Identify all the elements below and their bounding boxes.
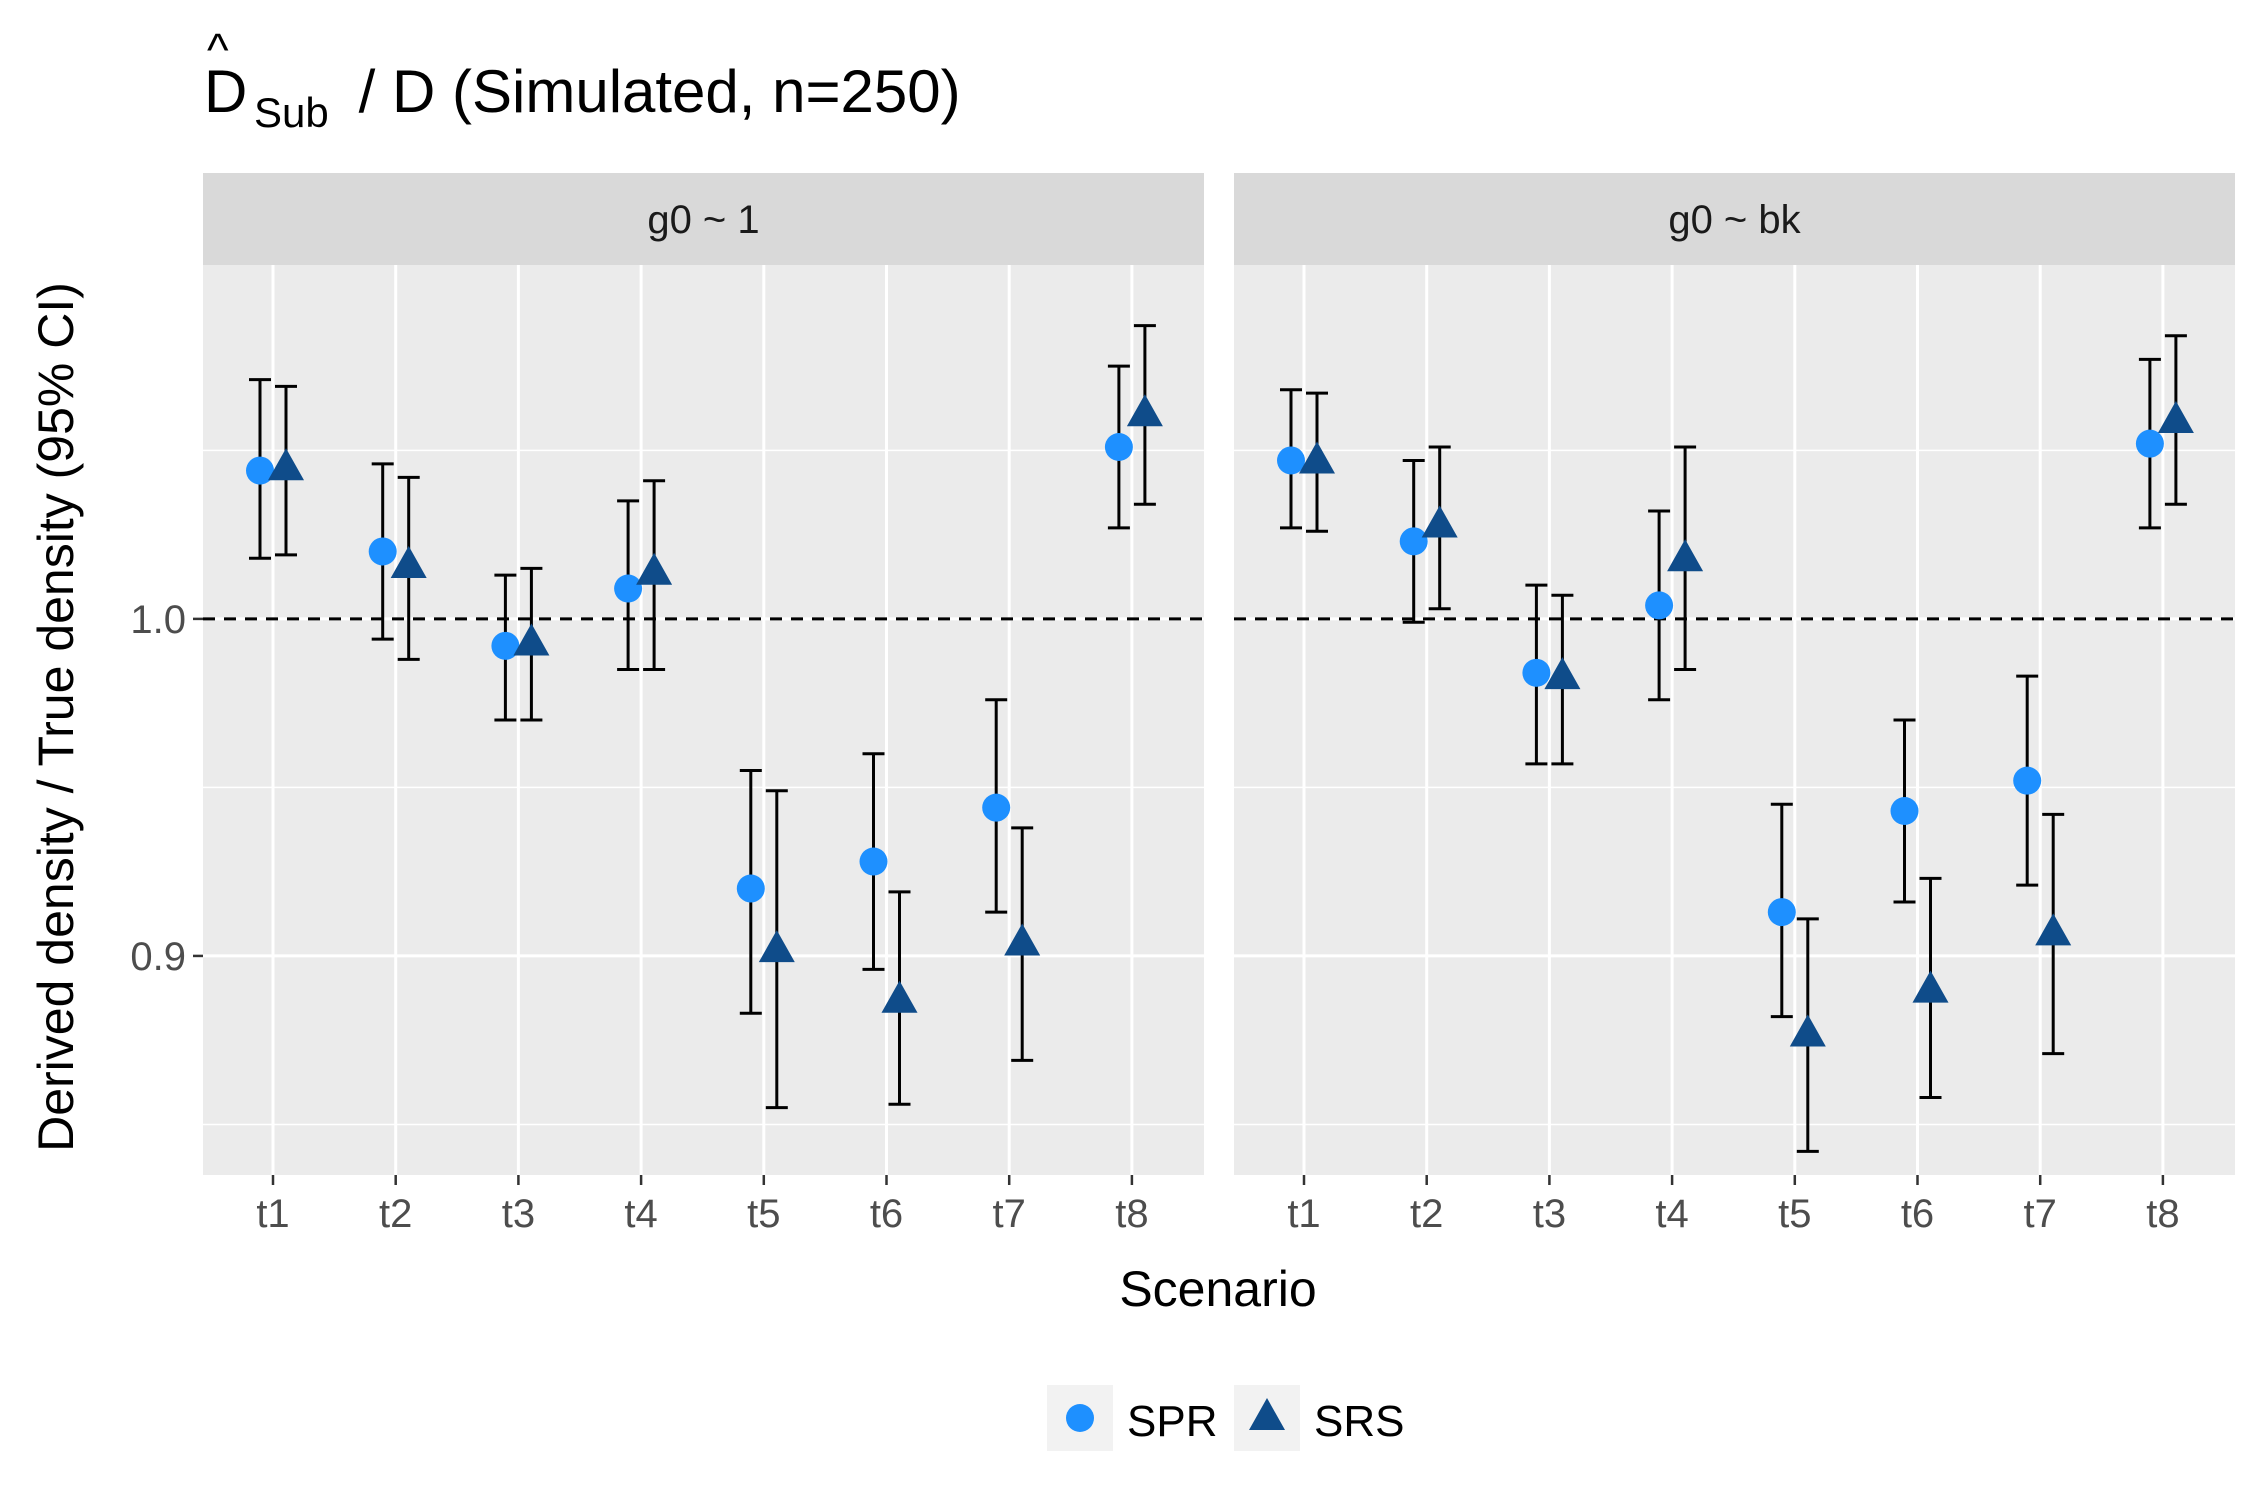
data-point-srs [1789,1014,1826,1047]
data-point-srs [1544,657,1581,690]
data-point-spr [368,537,397,566]
x-tick-label: t8 [2146,1192,2179,1236]
x-tick-label: t7 [993,1192,1026,1236]
data-point-spr [1522,658,1551,687]
data-point-spr [246,456,274,485]
facet-strip-label: g0 ~ 1 [647,198,759,242]
data-point-spr [859,847,888,876]
y-axis-ticks: 0.9 1.0 [130,598,203,979]
data-point-spr [1399,527,1428,556]
data-point-srs [1299,441,1335,474]
data-point-srs [513,623,550,656]
data-point-spr [1890,797,1919,825]
data-point-srs [1667,539,1704,572]
x-tick-label: t4 [624,1192,657,1236]
data-point-spr [614,574,643,603]
data-point-spr [1104,433,1133,461]
data-point-srs [390,545,427,578]
facet-panel-1: g0 ~ 1 t1 t2 t3 t4 t5 t6 t7 t8 [203,173,1204,1236]
data-point-spr [1277,446,1305,475]
panels: g0 ~ 1 t1 t2 t3 t4 t5 t6 t7 t8 g0 ~ bk t1 t2 t3 t4 t5 t… [203,173,2235,1236]
data-point-spr [491,631,520,660]
legend-marker-spr [1066,1404,1094,1432]
legend: SPR SRS [1047,1385,1404,1451]
data-point-srs [636,552,673,585]
x-tick-label: t2 [379,1192,412,1236]
x-axis-label: Scenario [1119,1261,1316,1317]
data-point-spr [2013,766,2042,795]
facet-strip [203,173,1204,265]
x-tick-label: t1 [1287,1192,1320,1236]
data-point-srs [1912,970,1949,1003]
data-point-spr [736,874,765,903]
x-tick-label: t4 [1655,1192,1688,1236]
legend-marker-srs [1249,1398,1285,1430]
panel-background [203,265,1204,1175]
x-tick-label: t2 [1410,1192,1443,1236]
panel-background [1234,265,2235,1175]
y-axis-label: Derived density / True density (95% CI) [28,282,84,1152]
title-hat: ^ [207,24,229,76]
x-tick-label: t3 [1533,1192,1566,1236]
x-tick-label: t8 [1115,1192,1148,1236]
title-subscript: Sub [254,89,329,136]
data-point-srs [2035,913,2072,946]
x-tick-label: t6 [870,1192,903,1236]
facet-strip [1234,173,2235,265]
data-point-srs [881,980,918,1013]
title-rest: / D (Simulated, n=250) [342,58,961,125]
title-symbol: D [204,58,247,125]
x-tick-label: t5 [747,1192,780,1236]
data-point-spr [1767,898,1796,927]
facet-panel-2: g0 ~ bk t1 t2 t3 t4 t5 t6 t7 t8 [1234,173,2235,1236]
legend-label-srs: SRS [1314,1397,1404,1446]
data-point-srs [1421,505,1458,538]
data-point-spr [982,793,1011,822]
x-tick-label: t5 [1778,1192,1811,1236]
data-point-srs [268,448,304,481]
chart-title: ^ D Sub / D (Simulated, n=250) [204,24,961,136]
data-point-spr [2135,429,2164,458]
legend-label-spr: SPR [1127,1397,1217,1446]
x-tick-label: t6 [1901,1192,1934,1236]
data-point-srs [758,930,795,963]
facet-strip-label: g0 ~ bk [1668,198,1801,242]
y-tick-label: 0.9 [130,935,186,979]
data-point-srs [1004,923,1041,956]
x-tick-label: t1 [256,1192,289,1236]
data-point-srs [2157,401,2194,434]
data-point-srs [1126,394,1163,427]
y-tick-label: 1.0 [130,598,186,642]
x-tick-label: t7 [2024,1192,2057,1236]
data-point-spr [1645,591,1674,620]
x-tick-label: t3 [502,1192,535,1236]
